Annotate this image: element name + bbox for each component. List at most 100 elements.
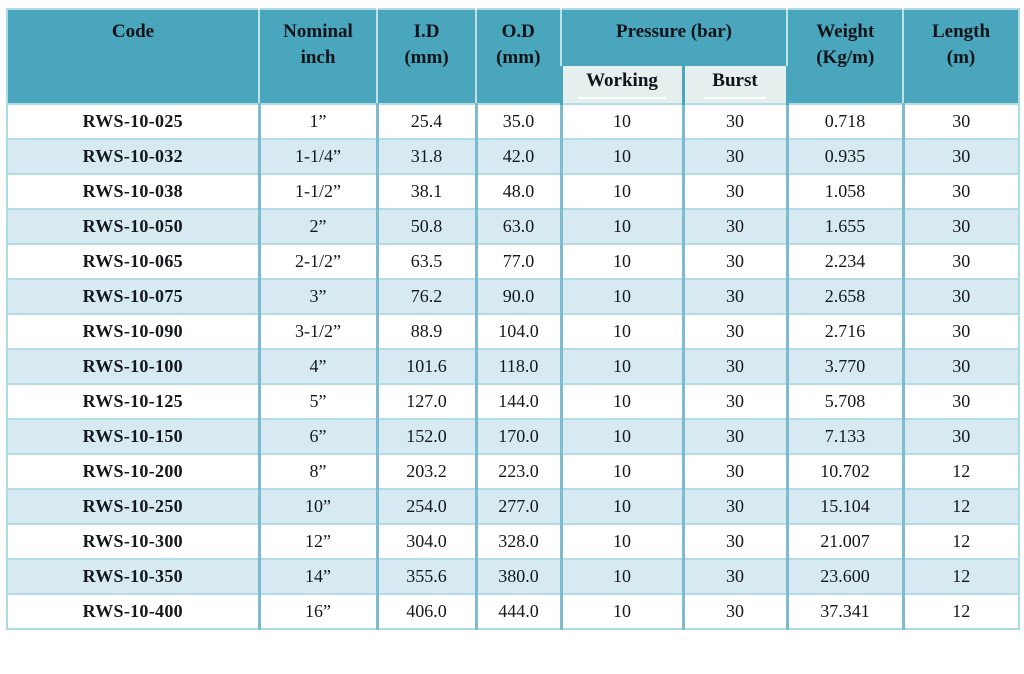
cell-code: RWS-10-200: [7, 453, 259, 489]
table-body: RWS-10-025 1” 25.4 35.0 10 30 0.718 30 R…: [7, 103, 1020, 629]
cell-burst-pressure: 30: [681, 138, 788, 174]
table-row: RWS-10-150 6” 152.0 170.0 10 30 7.133 30: [7, 418, 1020, 454]
cell-burst-pressure: 30: [681, 348, 788, 384]
cell-inner-diameter: 25.4: [375, 103, 476, 139]
table-row: RWS-10-300 12” 304.0 328.0 10 30 21.007 …: [7, 523, 1020, 559]
cell-length: 30: [901, 103, 1020, 139]
column-header-od-line2: (mm): [496, 46, 541, 68]
cell-nominal-inch: 8”: [257, 453, 377, 489]
cell-inner-diameter: 50.8: [375, 208, 476, 244]
cell-weight: 3.770: [785, 348, 904, 384]
column-header-code: Code: [7, 9, 259, 104]
cell-working-pressure: 10: [559, 278, 683, 314]
cell-inner-diameter: 101.6: [375, 348, 476, 384]
cell-code: RWS-10-125: [7, 383, 259, 419]
column-header-working-label: Working: [578, 68, 666, 99]
cell-working-pressure: 10: [559, 313, 683, 349]
cell-nominal-inch: 1-1/4”: [257, 138, 377, 174]
column-header-id-line1: I.D: [413, 21, 440, 42]
cell-nominal-inch: 1-1/2”: [257, 173, 377, 209]
cell-length: 12: [901, 593, 1020, 629]
column-header-weight-line2: (Kg/m): [816, 46, 875, 68]
cell-length: 30: [901, 208, 1020, 244]
cell-length: 30: [901, 138, 1020, 174]
column-header-od-mm: O.D (mm): [475, 9, 561, 104]
cell-outer-diameter: 277.0: [474, 488, 561, 524]
cell-code: RWS-10-065: [7, 243, 259, 279]
column-header-pressure-label: Pressure (bar): [616, 21, 732, 42]
cell-code: RWS-10-350: [7, 558, 259, 594]
cell-nominal-inch: 14”: [257, 558, 377, 594]
cell-weight: 0.935: [785, 138, 904, 174]
column-header-burst-label: Burst: [704, 68, 766, 99]
cell-length: 12: [901, 558, 1020, 594]
cell-inner-diameter: 38.1: [375, 173, 476, 209]
cell-length: 30: [901, 173, 1020, 209]
cell-outer-diameter: 144.0: [474, 383, 561, 419]
column-header-weight-line1: Weight: [816, 21, 875, 42]
cell-inner-diameter: 63.5: [375, 243, 476, 279]
column-header-burst: Burst: [681, 66, 789, 104]
cell-nominal-inch: 2-1/2”: [257, 243, 377, 279]
table-row: RWS-10-050 2” 50.8 63.0 10 30 1.655 30: [7, 208, 1020, 244]
cell-weight: 15.104: [785, 488, 904, 524]
cell-working-pressure: 10: [559, 488, 683, 524]
cell-inner-diameter: 31.8: [375, 138, 476, 174]
cell-weight: 1.058: [785, 173, 904, 209]
table-row: RWS-10-025 1” 25.4 35.0 10 30 0.718 30: [7, 103, 1020, 139]
cell-burst-pressure: 30: [681, 208, 788, 244]
cell-working-pressure: 10: [559, 593, 683, 629]
cell-weight: 2.234: [785, 243, 904, 279]
cell-burst-pressure: 30: [681, 453, 788, 489]
table-row: RWS-10-125 5” 127.0 144.0 10 30 5.708 30: [7, 383, 1020, 419]
table-row: RWS-10-200 8” 203.2 223.0 10 30 10.702 1…: [7, 453, 1020, 489]
table-row: RWS-10-075 3” 76.2 90.0 10 30 2.658 30: [7, 278, 1020, 314]
column-header-id-line2: (mm): [404, 46, 449, 68]
cell-code: RWS-10-025: [7, 103, 259, 139]
cell-code: RWS-10-300: [7, 523, 259, 559]
cell-nominal-inch: 5”: [257, 383, 377, 419]
cell-code: RWS-10-090: [7, 313, 259, 349]
cell-burst-pressure: 30: [681, 313, 788, 349]
cell-working-pressure: 10: [559, 173, 683, 209]
cell-weight: 5.708: [785, 383, 904, 419]
column-header-length-line1: Length: [931, 21, 991, 42]
cell-burst-pressure: 30: [681, 173, 788, 209]
cell-inner-diameter: 127.0: [375, 383, 476, 419]
cell-code: RWS-10-150: [7, 418, 259, 454]
cell-inner-diameter: 152.0: [375, 418, 476, 454]
column-header-weight-kgm: Weight (Kg/m): [786, 9, 904, 104]
cell-length: 30: [901, 418, 1020, 454]
column-header-nominal-line2: inch: [300, 46, 336, 68]
cell-working-pressure: 10: [559, 243, 683, 279]
table-header: Code Nominal inch I.D (mm) O.D (mm) Pres…: [7, 9, 1020, 104]
cell-working-pressure: 10: [559, 453, 683, 489]
cell-code: RWS-10-400: [7, 593, 259, 629]
column-header-length-m: Length (m): [902, 9, 1020, 104]
cell-nominal-inch: 10”: [257, 488, 377, 524]
table-row: RWS-10-250 10” 254.0 277.0 10 30 15.104 …: [7, 488, 1020, 524]
column-header-od-line1: O.D: [501, 21, 535, 42]
cell-inner-diameter: 355.6: [375, 558, 476, 594]
cell-burst-pressure: 30: [681, 418, 788, 454]
cell-weight: 21.007: [785, 523, 904, 559]
cell-code: RWS-10-250: [7, 488, 259, 524]
cell-weight: 37.341: [785, 593, 904, 629]
cell-weight: 7.133: [785, 418, 904, 454]
cell-inner-diameter: 203.2: [375, 453, 476, 489]
cell-outer-diameter: 48.0: [474, 173, 561, 209]
cell-outer-diameter: 35.0: [474, 103, 561, 139]
cell-burst-pressure: 30: [681, 558, 788, 594]
cell-burst-pressure: 30: [681, 278, 788, 314]
table-row: RWS-10-100 4” 101.6 118.0 10 30 3.770 30: [7, 348, 1020, 384]
cell-nominal-inch: 4”: [257, 348, 377, 384]
cell-burst-pressure: 30: [681, 103, 788, 139]
cell-code: RWS-10-075: [7, 278, 259, 314]
cell-weight: 2.716: [785, 313, 904, 349]
cell-inner-diameter: 254.0: [375, 488, 476, 524]
cell-code: RWS-10-038: [7, 173, 259, 209]
cell-outer-diameter: 63.0: [474, 208, 561, 244]
column-header-code-label: Code: [111, 21, 155, 42]
cell-weight: 1.655: [785, 208, 904, 244]
cell-outer-diameter: 104.0: [474, 313, 561, 349]
